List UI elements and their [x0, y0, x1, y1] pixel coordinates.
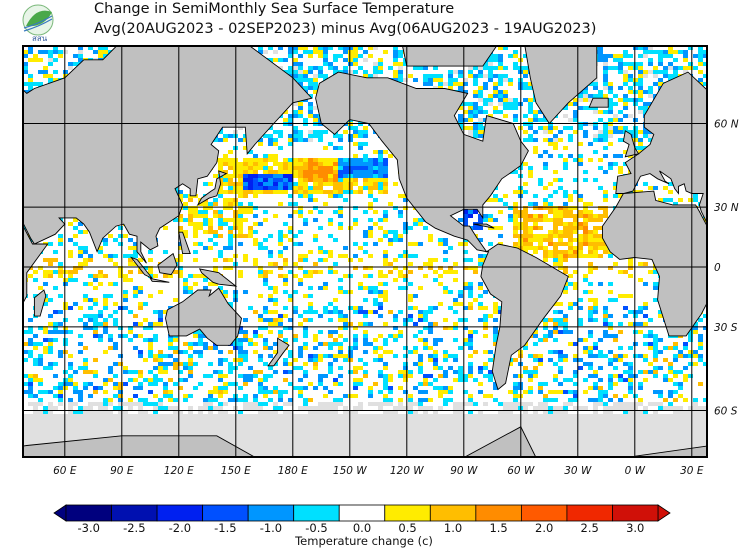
land-canadian-arctic	[402, 46, 498, 67]
colorbar-min-arrow	[53, 504, 67, 522]
colorbar-tick-label: -1.5	[214, 521, 236, 535]
latitude-labels: 60 N 30 N 0 30 S 60 S	[714, 118, 739, 417]
anomaly-cells	[23, 46, 707, 457]
logo-text: สสน	[32, 34, 48, 42]
colorbar-tick-label: 0.5	[398, 521, 416, 535]
longitude-label: 120 W	[390, 465, 424, 477]
longitude-label: 0 W	[625, 465, 646, 477]
anomaly-cells	[23, 158, 707, 402]
map-title: Change in SemiMonthly Sea Surface Temper…	[94, 1, 455, 17]
land-africa	[602, 190, 707, 337]
land-borneo	[157, 252, 178, 276]
longitude-label: 180 E	[278, 465, 308, 477]
anomaly-cells	[28, 158, 688, 398]
latitude-label: 30 N	[714, 202, 739, 214]
colorbar-swatch	[338, 504, 386, 522]
colorbar-swatch	[612, 504, 659, 522]
land-eurasia	[615, 71, 707, 224]
latitude-label: 60 N	[714, 118, 739, 130]
latitude-label: 60 S	[714, 406, 738, 418]
colorbar-swatch	[293, 504, 340, 522]
longitude-labels: 60 E 90 E 120 E 150 E 180 E 150 W 120 W 90 W 60 …	[53, 465, 704, 477]
anomaly-cells	[23, 46, 707, 402]
longitude-label: 60 W	[507, 465, 535, 477]
anomaly-cells	[303, 158, 588, 258]
land-new-guinea	[198, 268, 238, 287]
colorbar-tick-label: -1.0	[260, 521, 282, 535]
colorbar-tick-label: 1.5	[489, 521, 507, 535]
colorbar-swatch	[156, 504, 204, 522]
longitude-label: 90 W	[450, 465, 478, 477]
agency-logo: สสน	[22, 4, 54, 42]
land-south-america	[480, 243, 569, 391]
colorbar-tick-label: -2.5	[123, 521, 145, 535]
land-japan	[196, 170, 228, 207]
longitude-label: 30 E	[680, 465, 704, 477]
longitude-label: 150 E	[221, 465, 251, 477]
graticule	[23, 46, 707, 457]
land-australia	[165, 287, 242, 346]
colorbar-swatch	[475, 504, 522, 522]
land-africa	[23, 225, 49, 304]
colorbar-tick-label: 0.0	[353, 521, 371, 535]
colorbar-tick-label: -3.0	[78, 521, 100, 535]
colorbar-tick-label: -2.0	[169, 521, 191, 535]
latitude-label: 30 S	[714, 322, 738, 334]
colorbar-swatch	[384, 504, 431, 522]
longitude-label: 30 W	[564, 465, 592, 477]
longitude-label: 60 E	[53, 465, 77, 477]
longitude-label: 150 W	[333, 465, 367, 477]
longitude-label: 90 E	[110, 465, 134, 477]
land-java	[149, 277, 170, 283]
colorbar-max-arrow	[657, 504, 671, 522]
colorbar-swatch	[520, 504, 568, 522]
colorbar-swatch	[247, 504, 295, 522]
land-cuba	[473, 223, 495, 229]
longitude-label: 120 E	[164, 465, 194, 477]
colorbar-tick-label: 2.0	[535, 521, 553, 535]
latitude-label: 0	[714, 262, 721, 274]
land-greenland	[524, 46, 598, 125]
colorbar-swatch	[202, 504, 249, 522]
colorbar-swatch	[566, 504, 613, 522]
colorbar-swatch	[65, 504, 112, 522]
colorbar-tick-label: 1.0	[444, 521, 462, 535]
colorbar-label: Temperature change (c)	[294, 534, 433, 548]
colorbar-tick-label: -0.5	[305, 521, 327, 535]
colorbar-tick-label: 3.0	[626, 521, 644, 535]
land-philippines	[178, 231, 191, 255]
map-subtitle: Avg(20AUG2023 - 02SEP2023) minus Avg(06A…	[94, 21, 597, 37]
land-new-zealand	[267, 337, 290, 367]
colorbar-swatch	[429, 504, 477, 522]
colorbar-swatch	[111, 504, 158, 522]
colorbar-tick-label: 2.5	[581, 521, 599, 535]
anomaly-cells	[23, 46, 707, 414]
colorbar: -3.0 -2.5 -2.0 -1.5 -1.0 -0.5 0.0 0.5 1.0 1.5 2.0 2…	[53, 504, 671, 535]
land-iceland	[588, 97, 609, 108]
land-madagascar	[33, 289, 47, 317]
map-frame	[22, 45, 708, 458]
